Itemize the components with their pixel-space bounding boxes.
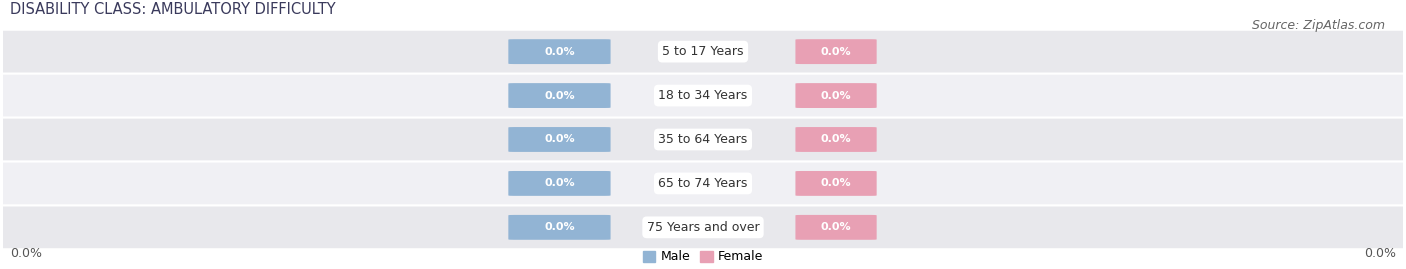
Text: 0.0%: 0.0%	[821, 91, 852, 101]
Text: DISABILITY CLASS: AMBULATORY DIFFICULTY: DISABILITY CLASS: AMBULATORY DIFFICULTY	[10, 2, 336, 17]
FancyBboxPatch shape	[0, 207, 1406, 248]
Text: 0.0%: 0.0%	[1364, 247, 1396, 260]
Text: 65 to 74 Years: 65 to 74 Years	[658, 177, 748, 190]
FancyBboxPatch shape	[0, 75, 1406, 116]
FancyBboxPatch shape	[0, 119, 1406, 160]
Text: 0.0%: 0.0%	[821, 178, 852, 188]
FancyBboxPatch shape	[509, 127, 610, 152]
Text: 0.0%: 0.0%	[821, 134, 852, 144]
Text: Source: ZipAtlas.com: Source: ZipAtlas.com	[1251, 19, 1385, 32]
FancyBboxPatch shape	[796, 171, 877, 196]
FancyBboxPatch shape	[796, 39, 877, 64]
FancyBboxPatch shape	[796, 127, 877, 152]
Text: 0.0%: 0.0%	[10, 247, 42, 260]
Text: 0.0%: 0.0%	[544, 134, 575, 144]
Text: 0.0%: 0.0%	[544, 222, 575, 232]
Text: 18 to 34 Years: 18 to 34 Years	[658, 89, 748, 102]
FancyBboxPatch shape	[796, 83, 877, 108]
Text: 0.0%: 0.0%	[821, 222, 852, 232]
Text: 5 to 17 Years: 5 to 17 Years	[662, 45, 744, 58]
Text: 0.0%: 0.0%	[821, 47, 852, 57]
FancyBboxPatch shape	[509, 39, 610, 64]
Text: 0.0%: 0.0%	[544, 178, 575, 188]
FancyBboxPatch shape	[509, 171, 610, 196]
Text: 75 Years and over: 75 Years and over	[647, 221, 759, 234]
Text: 0.0%: 0.0%	[544, 47, 575, 57]
Legend: Male, Female: Male, Female	[638, 245, 768, 268]
Text: 0.0%: 0.0%	[544, 91, 575, 101]
FancyBboxPatch shape	[796, 215, 877, 240]
FancyBboxPatch shape	[0, 31, 1406, 72]
Text: 35 to 64 Years: 35 to 64 Years	[658, 133, 748, 146]
FancyBboxPatch shape	[509, 83, 610, 108]
FancyBboxPatch shape	[0, 162, 1406, 204]
FancyBboxPatch shape	[509, 215, 610, 240]
